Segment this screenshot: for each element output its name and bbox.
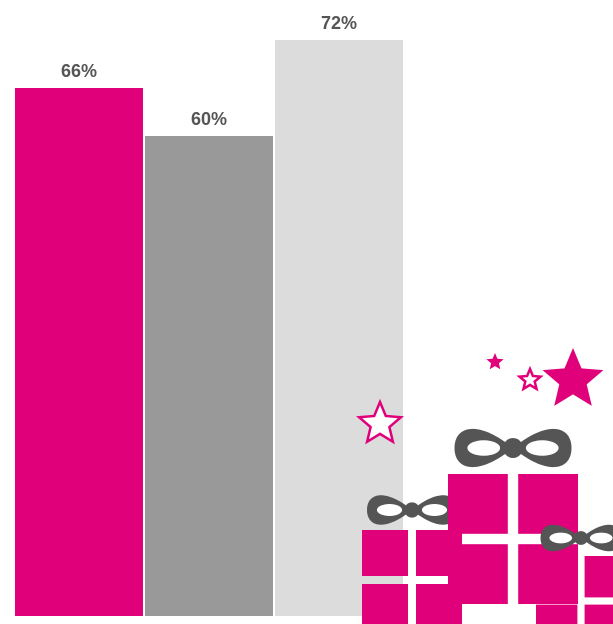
value-label: 66% [61,61,97,81]
gift [362,495,462,624]
gift-bow-inner [376,504,403,516]
gift [536,524,613,624]
gift-knot [574,531,588,545]
value-label: 60% [191,109,227,129]
gift-box [518,474,578,534]
star [542,348,604,406]
gift-box [584,604,613,624]
value-label: 72% [321,13,357,33]
star [516,365,544,392]
gift-knot [503,438,523,458]
gift-knot [404,502,420,518]
gift-box [584,556,613,598]
gift-box [362,584,408,624]
bars: 66% 60% 72% [15,13,403,616]
gift-box [536,604,578,624]
gift-box [448,474,508,534]
star [486,353,504,370]
decoration [356,348,613,624]
star [356,398,404,445]
bar [145,136,273,616]
gift-bow-inner [467,440,501,456]
gift-bow-inner [589,532,613,544]
gift [448,428,578,604]
gift-bow-inner [421,504,448,516]
gift-bow-inner [525,440,559,456]
gift-box [448,544,508,604]
bar [15,88,143,616]
gift-box [536,556,578,598]
gift-box [362,530,408,576]
bar [275,40,403,616]
gift-bow-inner [549,532,573,544]
